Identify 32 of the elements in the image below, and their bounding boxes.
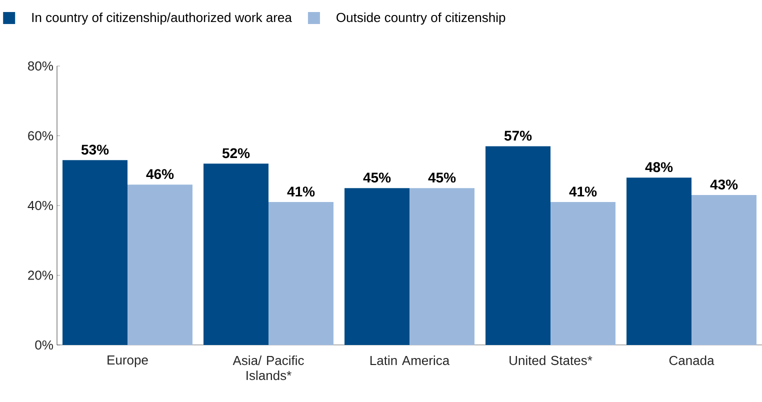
bar xyxy=(486,146,551,345)
x-tick-label: Canada xyxy=(669,356,714,366)
x-tick-label: Latin America xyxy=(370,356,450,366)
bar xyxy=(204,164,268,345)
data-label: 57% xyxy=(504,130,532,141)
data-label: 48% xyxy=(645,162,673,172)
bar xyxy=(268,202,334,345)
bar xyxy=(128,184,193,345)
x-tick-label: Asia/ Pacific Islands* xyxy=(232,356,304,380)
y-tick-label: 40% xyxy=(28,200,54,210)
y-tick-label: 0% xyxy=(35,340,54,350)
bar xyxy=(550,202,616,345)
legend-label: Outside country of citizenship xyxy=(336,12,506,25)
bar xyxy=(344,188,410,345)
data-label: 52% xyxy=(222,148,250,158)
data-label: 46% xyxy=(146,169,174,180)
y-tick-label: 60% xyxy=(28,131,54,140)
data-label: 45% xyxy=(428,172,456,183)
bar xyxy=(410,188,475,345)
data-label: 53% xyxy=(81,144,109,155)
y-tick-label: 80% xyxy=(28,61,54,71)
bar xyxy=(626,178,692,345)
legend-label: In country of citizenship/authorized work area xyxy=(32,12,292,25)
x-tick-label: Europe xyxy=(108,356,148,368)
x-tick-label: United States* xyxy=(510,356,592,366)
data-label: 43% xyxy=(710,180,738,190)
data-label: 41% xyxy=(569,186,597,196)
bar xyxy=(692,195,756,345)
bar xyxy=(62,160,128,345)
data-label: 41% xyxy=(287,186,315,196)
y-tick-label: 20% xyxy=(28,270,54,280)
data-label: 45% xyxy=(363,172,391,183)
